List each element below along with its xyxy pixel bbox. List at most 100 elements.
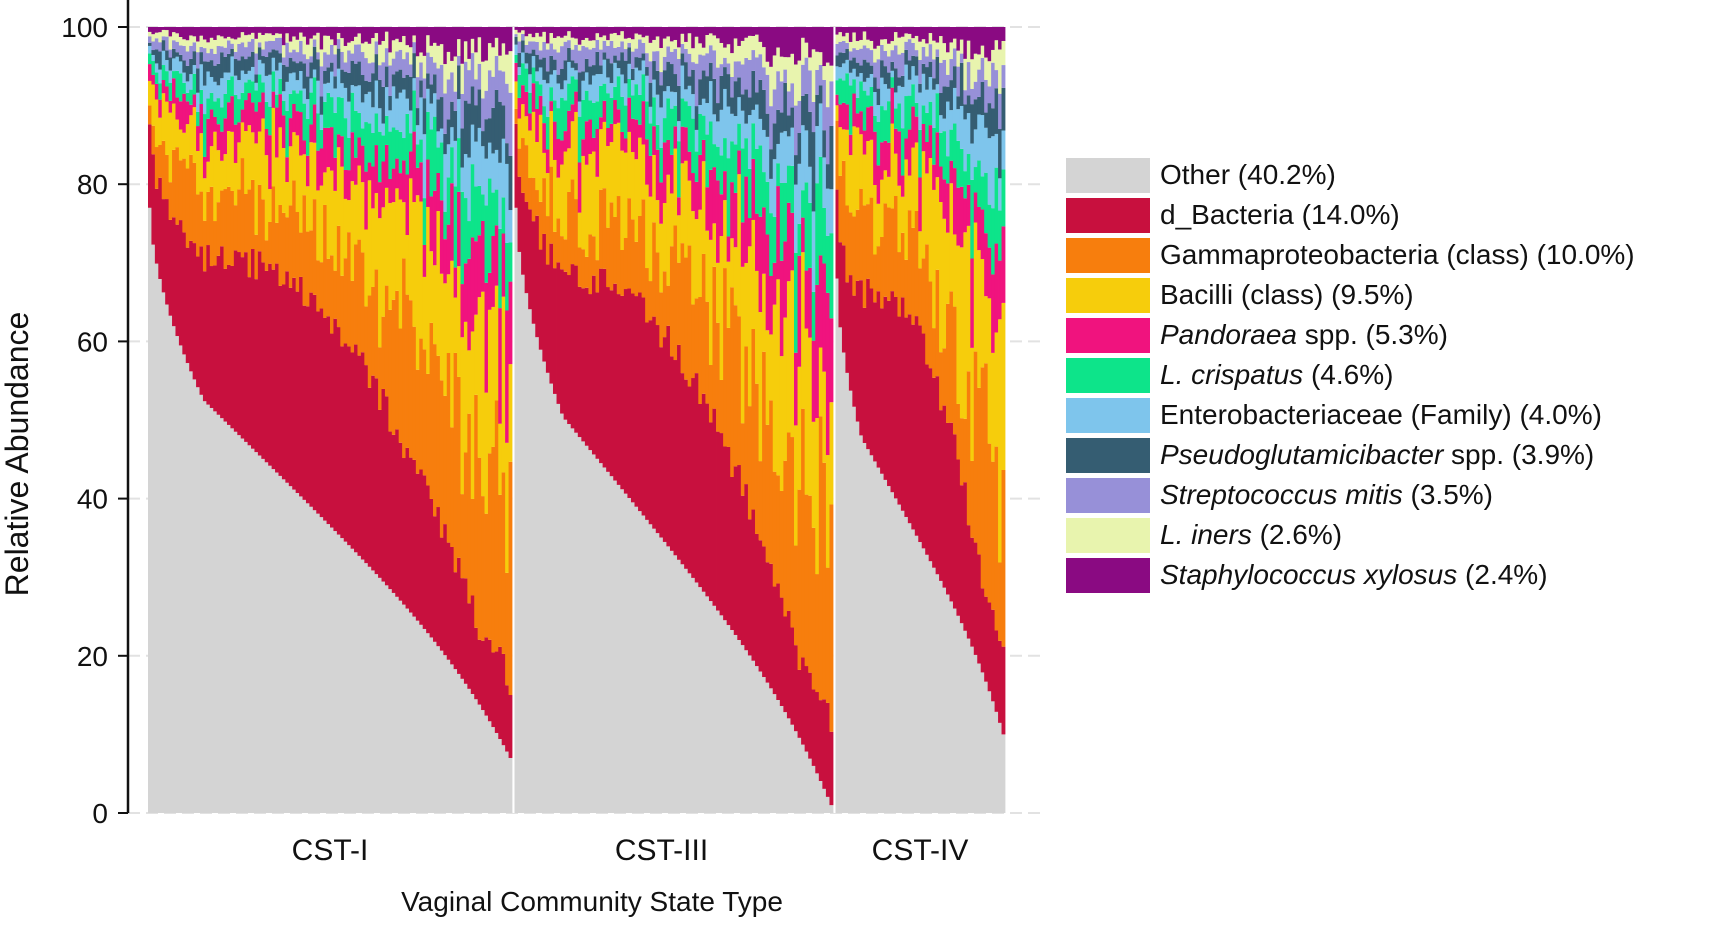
bar-segment: [783, 131, 788, 183]
bar-segment: [292, 36, 297, 50]
bar-segment: [719, 109, 724, 156]
bar-segment: [247, 93, 252, 126]
bar-segment: [613, 86, 618, 101]
bar-segment: [426, 35, 430, 53]
bar-segment: [584, 256, 589, 288]
bar-segment: [299, 27, 303, 33]
bar-segment: [719, 42, 724, 65]
bar-segment: [634, 296, 639, 507]
bar-segment: [987, 298, 992, 444]
bar-segment: [659, 72, 664, 86]
bar-segment: [712, 223, 717, 267]
bar-segment: [723, 446, 728, 621]
bar-segment: [251, 51, 255, 67]
bar-segment: [973, 27, 978, 54]
bar-segment: [295, 291, 300, 494]
bar-segment: [946, 183, 950, 233]
sample-bar: [254, 27, 259, 813]
bar-segment: [264, 41, 269, 57]
bar-segment: [457, 99, 461, 139]
bar-segment: [627, 497, 632, 813]
legend-percentage: (14.0%): [1293, 199, 1400, 230]
bar-segment: [723, 200, 728, 269]
bar-segment: [794, 645, 798, 732]
bar-segment: [357, 355, 362, 556]
bar-segment: [419, 27, 424, 53]
bar-segment: [305, 306, 310, 504]
bar-segment: [302, 36, 307, 55]
bar-segment: [726, 158, 731, 237]
bar-segment: [616, 122, 621, 197]
bar-segment: [835, 55, 839, 67]
bar-segment: [811, 101, 816, 133]
bar-segment: [852, 27, 857, 33]
bar-segment: [609, 290, 614, 477]
bar-segment: [673, 105, 678, 127]
bar-segment: [209, 186, 214, 267]
bar-segment: [918, 92, 923, 130]
bar-segment: [371, 286, 376, 376]
bar-segment: [801, 408, 806, 658]
bar-segment: [357, 27, 362, 34]
bar-segment: [883, 170, 888, 204]
bar-segment: [804, 27, 809, 43]
bar-segment: [883, 479, 888, 813]
bar-segment: [333, 27, 338, 46]
bar-segment: [268, 465, 273, 813]
bar-segment: [384, 187, 389, 286]
bar-segment: [928, 125, 933, 159]
sample-bar: [364, 27, 369, 813]
bar-segment: [154, 83, 159, 100]
bar-segment: [848, 275, 853, 391]
bar-segment: [517, 41, 522, 53]
bar-segment: [620, 27, 625, 32]
bar-segment: [942, 405, 947, 588]
bar-segment: [880, 60, 884, 78]
sample-bar: [737, 27, 742, 813]
bar-segment: [316, 513, 321, 813]
bar-segment: [545, 372, 550, 813]
bar-segment: [691, 304, 696, 379]
bar-segment: [360, 559, 365, 813]
bar-segment: [602, 121, 607, 189]
bar-segment: [168, 83, 173, 101]
bar-segment: [911, 55, 916, 67]
legend-swatch: [1066, 357, 1150, 393]
bar-segment: [645, 139, 650, 185]
bar-segment: [818, 347, 823, 417]
bar-segment: [278, 285, 283, 476]
bar-segment: [698, 296, 703, 404]
sample-bar: [942, 27, 947, 813]
bar-segment: [374, 33, 379, 42]
sample-bar: [220, 27, 224, 813]
bar-segment: [360, 128, 365, 146]
bar-segment: [292, 103, 297, 133]
bar-segment: [436, 131, 441, 148]
bar-segment: [876, 246, 881, 292]
bar-segment: [309, 292, 314, 507]
bar-segment: [422, 276, 427, 350]
bar-segment: [491, 652, 496, 728]
sample-bar: [956, 27, 961, 813]
bar-segment: [433, 27, 437, 43]
bar-segment: [185, 51, 190, 66]
bar-segment: [588, 40, 593, 50]
bar-segment: [309, 230, 314, 293]
bar-segment: [984, 363, 989, 597]
bar-segment: [949, 422, 954, 602]
sample-bar: [959, 27, 964, 813]
bar-segment: [866, 77, 871, 96]
bar-segment: [182, 158, 187, 233]
bar-segment: [591, 137, 596, 152]
bar-segment: [701, 161, 706, 254]
bar-segment: [925, 142, 930, 174]
bar-segment: [677, 141, 681, 198]
bar-segment: [426, 206, 430, 374]
bar-segment: [648, 61, 653, 83]
bar-segment: [309, 56, 314, 63]
bar-segment: [838, 175, 843, 243]
bar-segment: [755, 148, 759, 214]
sample-bar: [946, 27, 950, 813]
bar-segment: [395, 596, 400, 813]
bar-segment: [285, 33, 290, 43]
